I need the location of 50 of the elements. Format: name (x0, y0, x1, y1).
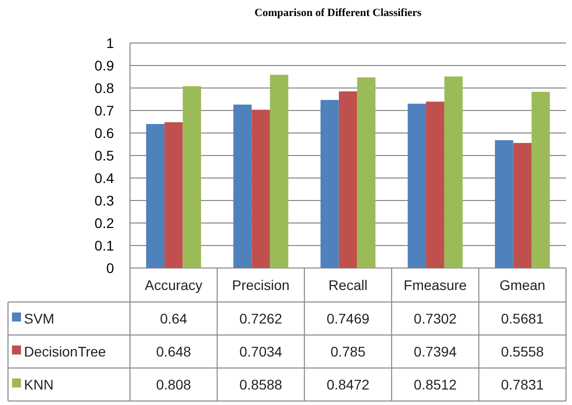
data-label: 0.7034 (239, 343, 282, 360)
bar (270, 74, 288, 268)
bar (513, 142, 532, 268)
legend-label: DecisionTree (24, 343, 106, 360)
y-tick-label: 0.5 (94, 147, 114, 164)
data-label: 0.7262 (239, 310, 282, 326)
y-tick-label: 0.6 (94, 124, 114, 141)
bar (182, 86, 202, 268)
x-tick-label: Recall (328, 276, 368, 293)
bar (233, 104, 252, 268)
legend-label: KNN (24, 376, 54, 392)
data-label: 0.648 (156, 343, 192, 360)
x-tick-label: Accuracy (144, 276, 202, 293)
legend-label: SVM (24, 310, 54, 326)
data-label: 0.808 (156, 376, 192, 392)
bar (320, 100, 339, 268)
y-tick-label: 0.7 (94, 102, 114, 118)
bar (408, 104, 426, 268)
data-label: 0.8512 (414, 376, 457, 392)
data-label: 0.7469 (326, 310, 370, 326)
y-tick-label: 0.4 (94, 170, 114, 186)
y-tick-label: 0 (106, 260, 114, 276)
bar (444, 76, 463, 268)
y-tick-label: 0.1 (94, 237, 114, 254)
x-tick-label: Precision (232, 276, 290, 293)
y-tick-label: 0.8 (94, 80, 114, 96)
data-label: 0.7394 (414, 343, 457, 360)
data-label: 0.7302 (414, 310, 457, 326)
bar (338, 91, 358, 268)
data-label: 0.5681 (500, 310, 544, 326)
y-tick-label: 0.9 (94, 57, 114, 74)
data-label: 0.64 (160, 310, 188, 326)
x-tick-label: Gmean (499, 276, 546, 293)
bar (494, 140, 514, 268)
data-label: 0.8588 (239, 376, 282, 392)
bar (532, 92, 550, 268)
bar (146, 124, 164, 268)
x-tick-label: Fmeasure (404, 276, 467, 293)
y-tick-label: 1 (106, 34, 114, 51)
bar (164, 122, 183, 268)
data-label: 0.785 (330, 343, 366, 360)
data-label: 0.8472 (326, 376, 370, 392)
y-tick-label: 0.3 (94, 192, 114, 208)
data-label: 0.5558 (500, 343, 544, 360)
y-tick-label: 0.2 (94, 214, 114, 231)
bar (252, 110, 270, 268)
chart-title: Comparison of Different Classifiers (254, 7, 422, 19)
bar (426, 102, 444, 268)
bar (357, 77, 376, 268)
data-label: 0.7831 (500, 376, 544, 392)
